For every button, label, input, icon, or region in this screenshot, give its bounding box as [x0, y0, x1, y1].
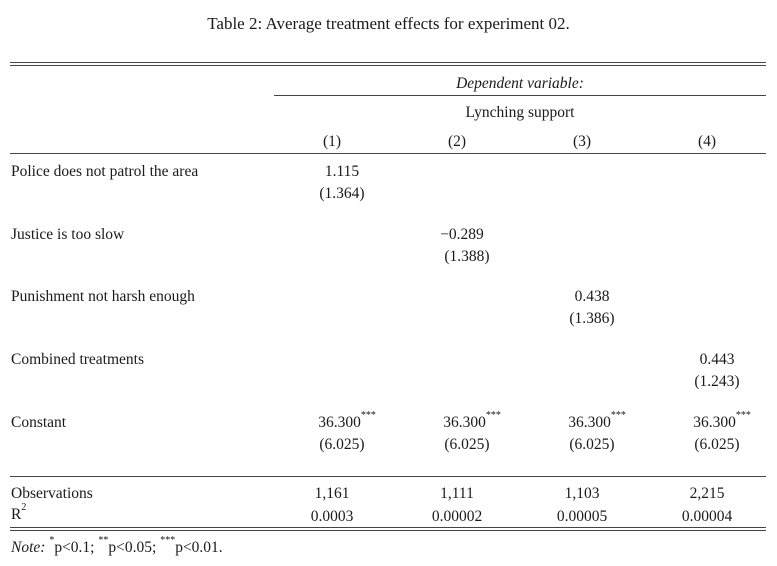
r2-4: 0.00004: [681, 508, 733, 525]
r2-3: 0.00005: [556, 508, 608, 525]
se-punishment: (1.386): [569, 310, 615, 327]
stats-rule: [10, 476, 766, 477]
se-constant-4: (6.025): [694, 436, 740, 453]
observations-2: 1,111: [440, 485, 474, 502]
note-label: Note:: [11, 539, 46, 556]
coef-justice: −0.289: [440, 226, 484, 243]
r2-2: 0.00002: [431, 508, 483, 525]
row-label-r2: R2: [11, 502, 27, 524]
coef-constant-4: 36.300***: [693, 410, 751, 432]
bottom-rule-1: [10, 527, 766, 528]
se-justice: (1.388): [444, 248, 490, 265]
row-label-combined: Combined treatments: [11, 351, 145, 368]
coef-punishment: 0.438: [574, 288, 610, 305]
table-caption: Table 2: Average treatment effects for e…: [207, 14, 570, 33]
column-header-1: (1): [322, 133, 342, 150]
coef-police: 1.115: [324, 163, 360, 180]
row-label-punishment: Punishment not harsh enough: [11, 288, 195, 305]
row-label-justice: Justice is too slow: [11, 226, 125, 243]
column-header-4: (4): [697, 133, 717, 150]
r2-1: 0.0003: [310, 508, 354, 525]
se-combined: (1.243): [694, 373, 740, 390]
se-constant-3: (6.025): [569, 436, 615, 453]
header-rule: [10, 153, 766, 154]
top-rule-1: [10, 62, 766, 63]
observations-3: 1,103: [564, 485, 600, 502]
observations-4: 2,215: [689, 485, 725, 502]
column-header-2: (2): [447, 133, 467, 150]
outcome-label: Lynching support: [465, 104, 575, 121]
coef-combined: 0.443: [699, 351, 735, 368]
coef-constant-3: 36.300***: [568, 410, 626, 432]
se-constant-2: (6.025): [444, 436, 490, 453]
se-constant-1: (6.025): [319, 436, 365, 453]
row-label-observations: Observations: [11, 485, 93, 502]
dependent-variable-rule: [274, 95, 766, 96]
observations-1: 1,161: [314, 485, 350, 502]
table-note: Note: *p<0.1; **p<0.05; ***p<0.01.: [11, 535, 223, 557]
bottom-rule-2: [10, 530, 766, 531]
column-header-3: (3): [572, 133, 592, 150]
dependent-variable-label: Dependent variable:: [456, 75, 584, 92]
top-rule-2: [10, 65, 766, 66]
se-police: (1.364): [319, 185, 365, 202]
coef-constant-2: 36.300***: [443, 410, 501, 432]
row-label-constant: Constant: [11, 414, 67, 431]
row-label-police: Police does not patrol the area: [11, 163, 199, 180]
coef-constant-1: 36.300***: [318, 410, 376, 432]
